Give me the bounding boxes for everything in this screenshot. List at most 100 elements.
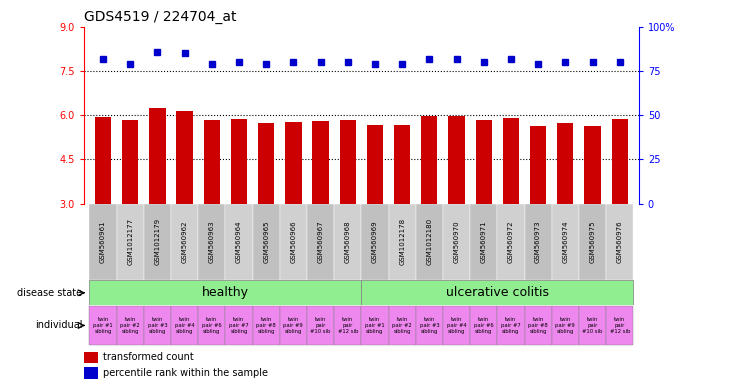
- Text: twin
pair #3
sibling: twin pair #3 sibling: [147, 317, 167, 334]
- Bar: [525, 204, 552, 280]
- Bar: [579, 306, 606, 345]
- Text: ulcerative colitis: ulcerative colitis: [446, 286, 549, 299]
- Text: GSM560964: GSM560964: [236, 221, 242, 263]
- Bar: [470, 204, 497, 280]
- Text: GSM1012179: GSM1012179: [154, 218, 161, 265]
- Bar: [606, 306, 634, 345]
- Text: GSM560963: GSM560963: [209, 220, 215, 263]
- Bar: [552, 204, 579, 280]
- Text: healthy: healthy: [202, 286, 249, 299]
- Bar: [198, 204, 226, 280]
- Text: twin
pair
#10 sib: twin pair #10 sib: [583, 317, 603, 334]
- Bar: [95, 117, 111, 204]
- Text: twin
pair
#12 sib: twin pair #12 sib: [337, 317, 358, 334]
- Text: GDS4519 / 224704_at: GDS4519 / 224704_at: [84, 10, 237, 25]
- Text: GSM560965: GSM560965: [263, 221, 269, 263]
- Bar: [475, 120, 492, 204]
- Text: GSM560975: GSM560975: [590, 221, 596, 263]
- Bar: [334, 204, 361, 280]
- Text: twin
pair #2
sibling: twin pair #2 sibling: [392, 317, 412, 334]
- Bar: [84, 367, 98, 379]
- Bar: [204, 120, 220, 204]
- Bar: [334, 306, 361, 345]
- Bar: [497, 306, 525, 345]
- Bar: [89, 204, 117, 280]
- Bar: [557, 123, 574, 204]
- Bar: [307, 306, 334, 345]
- Text: twin
pair #1
sibling: twin pair #1 sibling: [365, 317, 385, 334]
- Bar: [579, 204, 606, 280]
- Bar: [416, 306, 443, 345]
- Bar: [89, 280, 361, 305]
- Text: twin
pair #6
sibling: twin pair #6 sibling: [202, 317, 222, 334]
- Text: GSM560972: GSM560972: [508, 221, 514, 263]
- Text: twin
pair #6
sibling: twin pair #6 sibling: [474, 317, 493, 334]
- Text: GSM560962: GSM560962: [182, 221, 188, 263]
- Bar: [144, 306, 171, 345]
- Text: transformed count: transformed count: [104, 353, 194, 362]
- Text: twin
pair
#10 sib: twin pair #10 sib: [310, 317, 331, 334]
- Text: twin
pair #3
sibling: twin pair #3 sibling: [420, 317, 439, 334]
- Bar: [339, 120, 356, 204]
- Bar: [117, 204, 144, 280]
- Text: GSM560967: GSM560967: [318, 220, 323, 263]
- Bar: [117, 306, 144, 345]
- Bar: [198, 306, 226, 345]
- Bar: [84, 352, 98, 363]
- Bar: [149, 108, 166, 204]
- Bar: [361, 204, 388, 280]
- Bar: [253, 204, 280, 280]
- Bar: [280, 306, 307, 345]
- Text: twin
pair #9
sibling: twin pair #9 sibling: [556, 317, 575, 334]
- Bar: [394, 125, 410, 204]
- Bar: [606, 204, 634, 280]
- Bar: [416, 204, 443, 280]
- Bar: [530, 126, 546, 204]
- Bar: [612, 119, 628, 204]
- Text: twin
pair #8
sibling: twin pair #8 sibling: [529, 317, 548, 334]
- Bar: [584, 126, 601, 204]
- Text: twin
pair #4
sibling: twin pair #4 sibling: [174, 317, 194, 334]
- Bar: [448, 116, 465, 204]
- Bar: [366, 125, 383, 204]
- Bar: [258, 123, 274, 204]
- Bar: [443, 306, 470, 345]
- Bar: [525, 306, 552, 345]
- Text: GSM560969: GSM560969: [372, 220, 378, 263]
- Bar: [421, 116, 437, 204]
- Bar: [226, 204, 253, 280]
- Text: GSM560971: GSM560971: [481, 220, 487, 263]
- Text: GSM560968: GSM560968: [345, 220, 350, 263]
- Bar: [388, 306, 416, 345]
- Bar: [144, 204, 171, 280]
- Bar: [177, 111, 193, 204]
- Text: GSM560973: GSM560973: [535, 220, 541, 263]
- Text: GSM560974: GSM560974: [562, 221, 569, 263]
- Text: GSM1012177: GSM1012177: [127, 218, 133, 265]
- Bar: [552, 306, 579, 345]
- Text: GSM560961: GSM560961: [100, 220, 106, 263]
- Bar: [312, 121, 328, 204]
- Text: twin
pair #2
sibling: twin pair #2 sibling: [120, 317, 140, 334]
- Text: twin
pair #9
sibling: twin pair #9 sibling: [283, 317, 303, 334]
- Bar: [231, 119, 247, 204]
- Text: twin
pair #4
sibling: twin pair #4 sibling: [447, 317, 466, 334]
- Bar: [497, 204, 525, 280]
- Bar: [361, 280, 634, 305]
- Bar: [470, 306, 497, 345]
- Text: twin
pair #7
sibling: twin pair #7 sibling: [501, 317, 520, 334]
- Bar: [89, 306, 117, 345]
- Text: GSM560976: GSM560976: [617, 220, 623, 263]
- Bar: [285, 122, 301, 204]
- Bar: [122, 121, 139, 204]
- Text: twin
pair #8
sibling: twin pair #8 sibling: [256, 317, 276, 334]
- Text: GSM560966: GSM560966: [291, 220, 296, 263]
- Text: twin
pair #1
sibling: twin pair #1 sibling: [93, 317, 113, 334]
- Bar: [280, 204, 307, 280]
- Text: GSM1012178: GSM1012178: [399, 218, 405, 265]
- Bar: [171, 306, 198, 345]
- Text: percentile rank within the sample: percentile rank within the sample: [104, 368, 269, 378]
- Text: GSM1012180: GSM1012180: [426, 218, 432, 265]
- Bar: [171, 204, 198, 280]
- Bar: [388, 204, 416, 280]
